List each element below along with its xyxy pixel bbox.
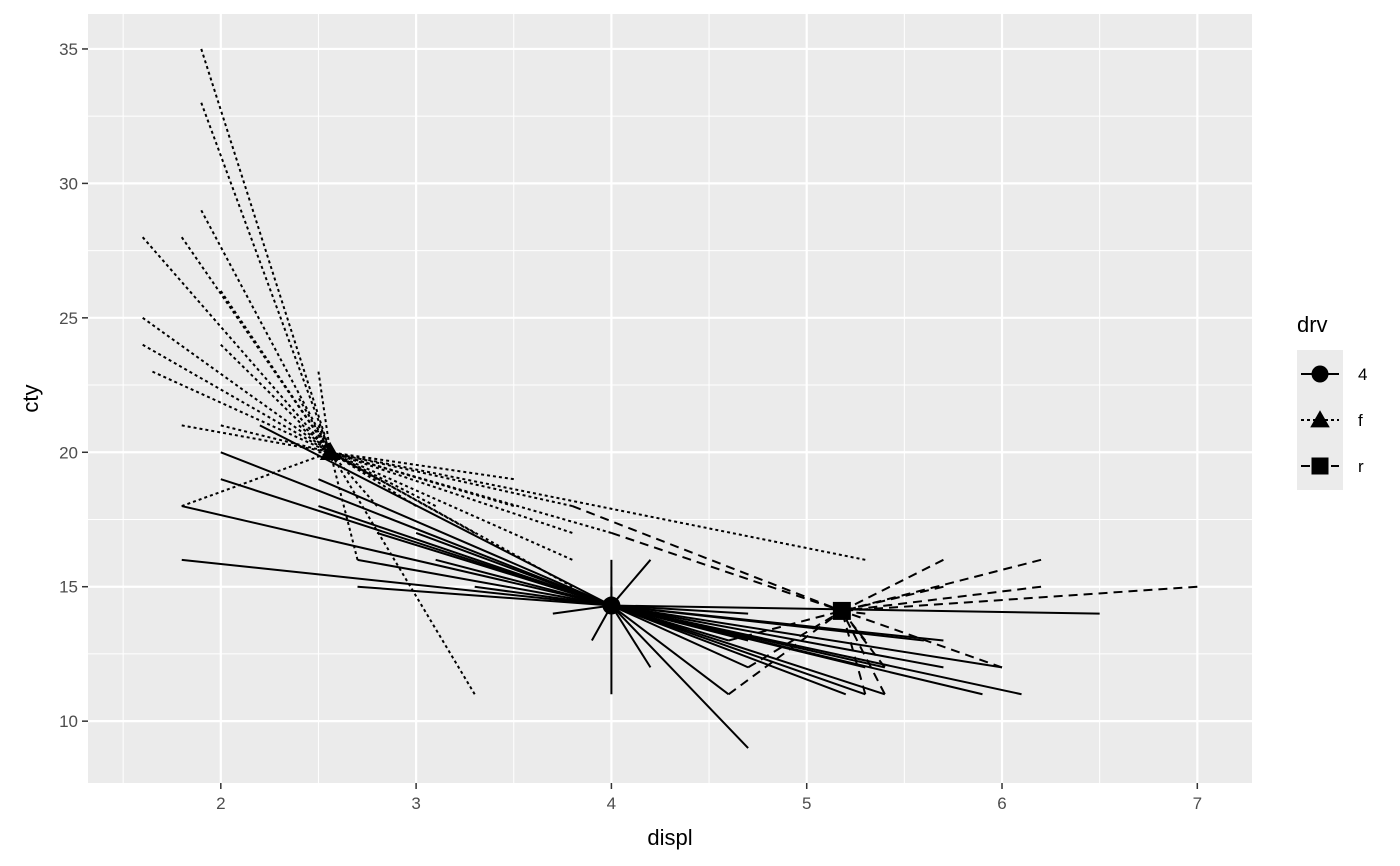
- segment-4: [610, 559, 652, 607]
- segment-4: [220, 451, 612, 607]
- x-tick-label: 4: [607, 794, 616, 813]
- centroid-point-f: [319, 441, 341, 461]
- segment-f: [220, 344, 331, 453]
- segment-4: [610, 604, 730, 696]
- segment-4: [610, 604, 749, 749]
- x-tick-label: 3: [411, 794, 420, 813]
- segment-f: [142, 343, 331, 454]
- legend-label: r: [1358, 457, 1364, 476]
- centroid-point-4: [602, 596, 621, 615]
- legend-key-4: 4: [1301, 365, 1367, 384]
- x-tick-label: 6: [997, 794, 1006, 813]
- y-tick-label: 25: [59, 309, 78, 328]
- y-tick-label: 15: [59, 578, 78, 597]
- x-tick-label: 2: [216, 794, 225, 813]
- series-segments: [141, 48, 1198, 749]
- x-axis-ticks: 2 3 4 5 6 7: [216, 783, 1202, 813]
- segment-f: [329, 452, 359, 561]
- legend-key-f: f: [1301, 410, 1363, 430]
- y-axis-title: cty: [18, 384, 43, 412]
- segment-4: [259, 424, 612, 607]
- segment-f: [298, 424, 331, 454]
- segment-4: [357, 585, 612, 607]
- segment-f: [181, 424, 331, 454]
- segment-f: [329, 451, 476, 695]
- legend-label: f: [1358, 411, 1363, 430]
- legend-key-square-icon: [1311, 457, 1329, 475]
- segment-4: [181, 505, 612, 607]
- segment-f: [219, 290, 332, 453]
- minor-gridlines: [88, 14, 1252, 783]
- segment-4: [376, 531, 612, 607]
- segment-r: [611, 531, 843, 612]
- segment-f: [329, 451, 573, 534]
- segment-4: [611, 604, 866, 696]
- segment-r: [728, 609, 843, 642]
- segment-r: [840, 610, 886, 695]
- segment-f: [329, 451, 612, 534]
- legend-label: 4: [1358, 365, 1367, 384]
- segment-4: [474, 585, 612, 607]
- segment-r: [841, 609, 1003, 669]
- segment-r: [727, 610, 843, 696]
- segment-r: [571, 505, 843, 612]
- series-r-segments: [571, 505, 1198, 696]
- series-centroids: [319, 441, 851, 620]
- segment-f: [329, 451, 573, 561]
- segment-4: [552, 604, 612, 615]
- segment-4: [611, 604, 944, 642]
- segment-f: [152, 370, 331, 454]
- y-tick-label: 10: [59, 712, 78, 731]
- segment-f: [142, 317, 331, 454]
- segment-r: [841, 585, 944, 612]
- segment-4: [611, 604, 886, 696]
- series-f-segments: [141, 48, 866, 695]
- segment-4: [181, 558, 612, 607]
- x-tick-label: 5: [802, 794, 811, 813]
- y-axis-ticks: 10 15 20 25 30 35: [59, 40, 88, 731]
- segment-4: [611, 604, 944, 669]
- legend-title: drv: [1297, 312, 1328, 337]
- segment-4: [610, 605, 652, 668]
- segment-r: [841, 585, 1042, 612]
- legend-key-circle-icon: [1311, 365, 1329, 383]
- segment-4: [318, 505, 612, 607]
- segment-4: [611, 604, 866, 669]
- y-tick-label: 30: [59, 174, 78, 193]
- segment-r: [841, 558, 944, 612]
- x-tick-label: 7: [1193, 794, 1202, 813]
- segment-4: [610, 604, 749, 669]
- segment-f: [329, 451, 866, 561]
- legend-key-triangle-icon: [1310, 410, 1330, 428]
- segment-f: [329, 451, 515, 508]
- plot-panel: [88, 14, 1252, 783]
- legend-entries: 4 f r: [1301, 365, 1367, 476]
- segment-f: [298, 397, 332, 453]
- segment-f: [200, 102, 332, 453]
- major-gridlines: [88, 14, 1252, 783]
- centroid-point-r: [832, 601, 851, 620]
- segment-f: [200, 209, 332, 453]
- legend-key-r: r: [1301, 457, 1364, 476]
- y-tick-label: 20: [59, 443, 78, 462]
- segment-4: [435, 558, 612, 607]
- segment-4: [318, 478, 612, 607]
- y-tick-label: 35: [59, 40, 78, 59]
- x-axis-title: displ: [647, 825, 692, 850]
- segment-r: [747, 610, 843, 669]
- segment-4: [415, 532, 612, 607]
- segment-f: [220, 424, 331, 454]
- segment-r: [841, 610, 886, 668]
- segment-f: [181, 451, 331, 507]
- segment-f: [200, 48, 332, 453]
- segment-f: [329, 451, 573, 588]
- segment-f: [330, 451, 514, 481]
- legend: drv 4 f r: [1297, 312, 1367, 490]
- segment-4: [611, 604, 729, 642]
- segment-4: [611, 604, 847, 696]
- segment-f: [317, 371, 332, 453]
- segment-4: [357, 558, 612, 607]
- segment-r: [841, 558, 1042, 612]
